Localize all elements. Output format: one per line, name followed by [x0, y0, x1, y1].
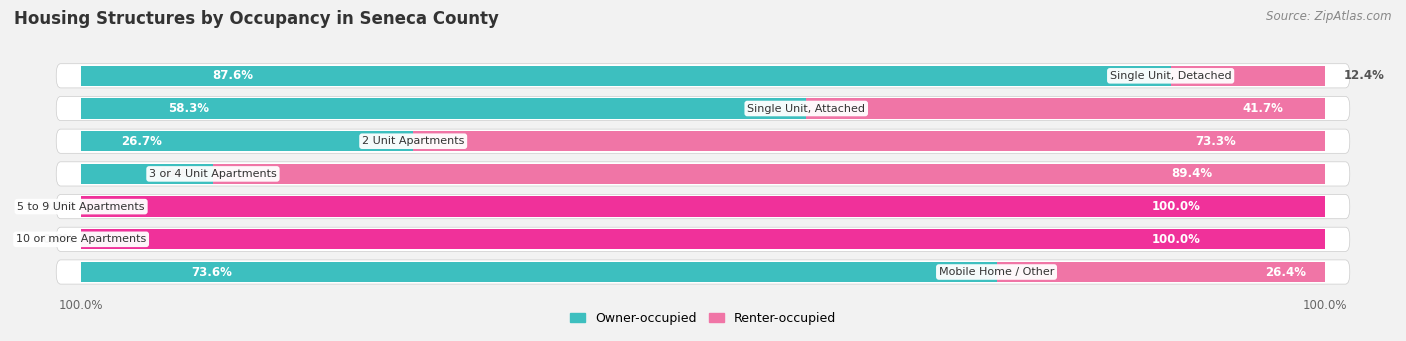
- FancyBboxPatch shape: [56, 162, 1350, 186]
- FancyBboxPatch shape: [56, 97, 1350, 121]
- FancyBboxPatch shape: [56, 129, 1350, 153]
- Text: 0.0%: 0.0%: [42, 233, 75, 246]
- Bar: [1171, 66, 1324, 86]
- Text: 2 Unit Apartments: 2 Unit Apartments: [361, 136, 464, 146]
- Text: 58.3%: 58.3%: [169, 102, 209, 115]
- Text: Housing Structures by Occupancy in Seneca County: Housing Structures by Occupancy in Senec…: [14, 10, 499, 28]
- Text: 73.3%: 73.3%: [1195, 135, 1236, 148]
- Text: 5 to 9 Unit Apartments: 5 to 9 Unit Apartments: [17, 202, 145, 212]
- Text: 87.6%: 87.6%: [212, 69, 253, 82]
- Text: 3 or 4 Unit Apartments: 3 or 4 Unit Apartments: [149, 169, 277, 179]
- Bar: [82, 229, 1324, 250]
- Text: 26.7%: 26.7%: [121, 135, 162, 148]
- FancyBboxPatch shape: [56, 194, 1350, 219]
- Bar: [82, 196, 1324, 217]
- Text: Single Unit, Detached: Single Unit, Detached: [1109, 71, 1232, 81]
- Text: Single Unit, Attached: Single Unit, Attached: [747, 104, 865, 114]
- Text: 41.7%: 41.7%: [1243, 102, 1284, 115]
- Bar: [82, 131, 413, 151]
- Bar: [82, 262, 997, 282]
- Text: 100.0%: 100.0%: [1152, 200, 1201, 213]
- Bar: [212, 164, 1324, 184]
- Text: 0.0%: 0.0%: [42, 200, 75, 213]
- Text: 10 or more Apartments: 10 or more Apartments: [15, 234, 146, 244]
- Bar: [82, 98, 806, 119]
- Text: 100.0%: 100.0%: [1152, 233, 1201, 246]
- Text: Mobile Home / Other: Mobile Home / Other: [939, 267, 1054, 277]
- Text: Source: ZipAtlas.com: Source: ZipAtlas.com: [1267, 10, 1392, 23]
- FancyBboxPatch shape: [56, 227, 1350, 251]
- FancyBboxPatch shape: [56, 64, 1350, 88]
- Bar: [997, 262, 1324, 282]
- Bar: [82, 164, 212, 184]
- Text: 89.4%: 89.4%: [1171, 167, 1212, 180]
- FancyBboxPatch shape: [56, 260, 1350, 284]
- Text: 12.4%: 12.4%: [1344, 69, 1385, 82]
- Bar: [82, 66, 1171, 86]
- Legend: Owner-occupied, Renter-occupied: Owner-occupied, Renter-occupied: [565, 307, 841, 330]
- Bar: [413, 131, 1324, 151]
- Text: 10.6%: 10.6%: [160, 167, 201, 180]
- Text: 73.6%: 73.6%: [191, 266, 232, 279]
- Text: 26.4%: 26.4%: [1265, 266, 1306, 279]
- Bar: [806, 98, 1324, 119]
